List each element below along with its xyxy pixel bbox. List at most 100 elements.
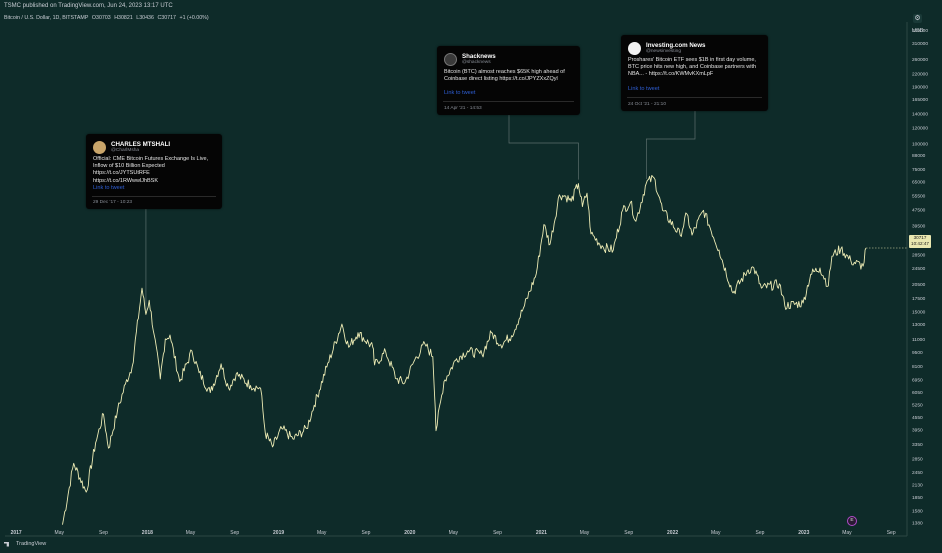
divider	[443, 101, 574, 102]
price-tick-label: 100000	[912, 141, 928, 147]
price-tick-label: 15000	[912, 309, 926, 315]
avatar	[93, 141, 106, 154]
tweet-text: Proshares' Bitcoin ETF sees $1B in first…	[628, 57, 757, 78]
ohlc-low: L30436	[136, 15, 154, 21]
time-tick-label: 2021	[536, 530, 547, 536]
price-tick-label: 1380	[912, 521, 923, 527]
price-tick-label: 47500	[912, 207, 926, 213]
price-tick-label: 13000	[912, 322, 926, 328]
time-tick-label: Sep	[887, 530, 896, 536]
price-tick-label: 9500	[912, 350, 923, 356]
price-tick-label: 3350	[912, 442, 923, 448]
price-tick-label: 88000	[912, 153, 926, 159]
time-tick-label: 2020	[404, 530, 415, 536]
last-price-tag: 30717 10:42:47	[909, 235, 931, 248]
time-tick-label: Sep	[756, 530, 765, 536]
price-tick-label: 190000	[912, 85, 928, 91]
divider	[627, 97, 762, 98]
time-tick-label: 2017	[11, 530, 22, 536]
price-tick-label: 17500	[912, 296, 926, 302]
price-tick-label: 6050	[912, 390, 923, 396]
link-to-tweet[interactable]: Link to tweet	[444, 90, 476, 96]
symbol-name[interactable]: Bitcoin / U.S. Dollar, 1D, BITSTAMP	[4, 15, 89, 21]
avatar	[628, 42, 641, 55]
tweet-date: 24 Oct '21 - 21:10	[628, 102, 666, 107]
event-marker[interactable]: E	[847, 516, 857, 526]
price-tick-label: 220000	[912, 72, 928, 78]
tweet-handle: @newsinvesting	[646, 49, 681, 54]
tweet-date: 14 Apr '21 - 14:53	[444, 106, 482, 111]
time-tick-label: 2019	[273, 530, 284, 536]
countdown: 10:42:47	[911, 241, 929, 246]
time-tick-label: Sep	[493, 530, 502, 536]
tweet-author: Shacknews	[462, 53, 496, 60]
divider	[92, 196, 216, 197]
price-tick-label: 4550	[912, 415, 923, 421]
symbol-legend: Bitcoin / U.S. Dollar, 1D, BITSTAMP O307…	[4, 15, 211, 21]
time-tick-label: Sep	[99, 530, 108, 536]
price-tick-label: 165000	[912, 97, 928, 103]
ohlc-open: O30703	[91, 15, 111, 21]
time-tick-label: Sep	[230, 530, 239, 536]
price-tick-label: 1580	[912, 509, 923, 515]
time-tick-label: May	[186, 530, 196, 536]
time-tick-label: Sep	[624, 530, 633, 536]
price-tick-label: 6950	[912, 378, 923, 384]
brand-name: TradingView	[16, 541, 47, 547]
ohlc-change: +1 (+0.00%)	[179, 15, 209, 21]
annotation-connector	[508, 115, 579, 180]
time-tick-label: May	[711, 530, 721, 536]
time-tick-label: Sep	[361, 530, 370, 536]
price-tick-label: 3950	[912, 428, 923, 434]
tweet-date: 29 Dec '17 - 10:23	[93, 200, 133, 205]
tweet-handle: @CharlMsha	[111, 148, 140, 153]
tweet-text: Official: CME Bitcoin Futures Exchange I…	[93, 156, 209, 184]
time-tick-label: May	[580, 530, 590, 536]
ohlc-close: C30717	[157, 15, 176, 21]
price-tick-label: 360000	[912, 28, 928, 34]
tweet-author: CHARLES MTSHALI	[111, 141, 171, 148]
tradingview-logo-icon	[4, 541, 9, 547]
avatar	[444, 53, 457, 66]
price-tick-label: 1850	[912, 495, 923, 501]
tweet-text: Bitcoin (BTC) almost reaches $65K high a…	[444, 69, 565, 83]
price-tick-label: 75000	[912, 167, 926, 173]
time-tick-label: 2022	[667, 530, 678, 536]
price-tick-label: 260000	[912, 57, 928, 63]
time-tick-label: May	[317, 530, 327, 536]
last-price: 30717	[913, 235, 927, 240]
price-tick-label: 65000	[912, 180, 926, 186]
link-to-tweet[interactable]: Link to tweet	[93, 185, 125, 191]
ohlc-high: H30821	[114, 15, 133, 21]
price-tick-label: 2450	[912, 470, 923, 476]
price-tick-label: 39500	[912, 224, 926, 230]
tweet-card-cme[interactable]: CHARLES MTSHALI @CharlMsha Official: CME…	[86, 134, 222, 209]
currency-label: USD	[912, 28, 924, 34]
tweet-handle: @shacknews	[462, 60, 491, 65]
tweet-card-shacknews[interactable]: Shacknews @shacknews Bitcoin (BTC) almos…	[437, 46, 580, 115]
price-tick-label: 5250	[912, 402, 923, 408]
price-tick-label: 24500	[912, 266, 926, 272]
footer-brand: TradingView	[4, 541, 46, 547]
time-tick-label: May	[842, 530, 852, 536]
price-tick-label: 11000	[912, 337, 925, 343]
time-tick-label: 2018	[142, 530, 153, 536]
tweet-author: Investing.com News	[646, 42, 706, 49]
time-tick-label: 2023	[798, 530, 809, 536]
tweet-card-investing[interactable]: Investing.com News @newsinvesting Prosha…	[621, 35, 768, 111]
price-tick-label: 2130	[912, 482, 923, 488]
price-tick-label: 20500	[912, 282, 926, 288]
settings-gear-icon[interactable]: ⚙	[913, 14, 922, 23]
link-to-tweet[interactable]: Link to tweet	[628, 86, 660, 92]
annotation-connector	[646, 111, 696, 179]
time-tick-label: May	[449, 530, 459, 536]
price-tick-label: 120000	[912, 125, 928, 131]
price-tick-label: 28500	[912, 253, 926, 259]
price-tick-label: 8100	[912, 364, 923, 370]
time-tick-label: May	[55, 530, 65, 536]
price-tick-label: 310000	[912, 41, 928, 47]
price-tick-label: 55500	[912, 194, 926, 200]
publish-info: TSMC published on TradingView.com, Jun 2…	[4, 3, 173, 9]
